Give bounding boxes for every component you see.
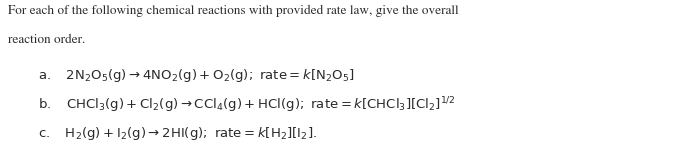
Text: $\mathrm{b.\quad CHCl_3(g) + Cl_2(g) \rightarrow CCl_4(g) + HCl(g); \ rate = }$$: $\mathrm{b.\quad CHCl_3(g) + Cl_2(g) \ri… (38, 96, 456, 115)
Text: $\mathrm{a.\quad 2N_2O_5(g) \rightarrow 4NO_2(g) + O_2(g); \ rate = }$$\mathit{k: $\mathrm{a.\quad 2N_2O_5(g) \rightarrow … (38, 67, 355, 84)
Text: reaction order.: reaction order. (8, 35, 85, 46)
Text: For each of the following chemical reactions with provided rate law, give the ov: For each of the following chemical react… (8, 4, 459, 17)
Text: $\mathrm{c.\quad H_2(g) + I_2(g) \rightarrow 2HI(g); \ rate = }$$\mathit{k}$$\ma: $\mathrm{c.\quad H_2(g) + I_2(g) \righta… (38, 125, 317, 142)
